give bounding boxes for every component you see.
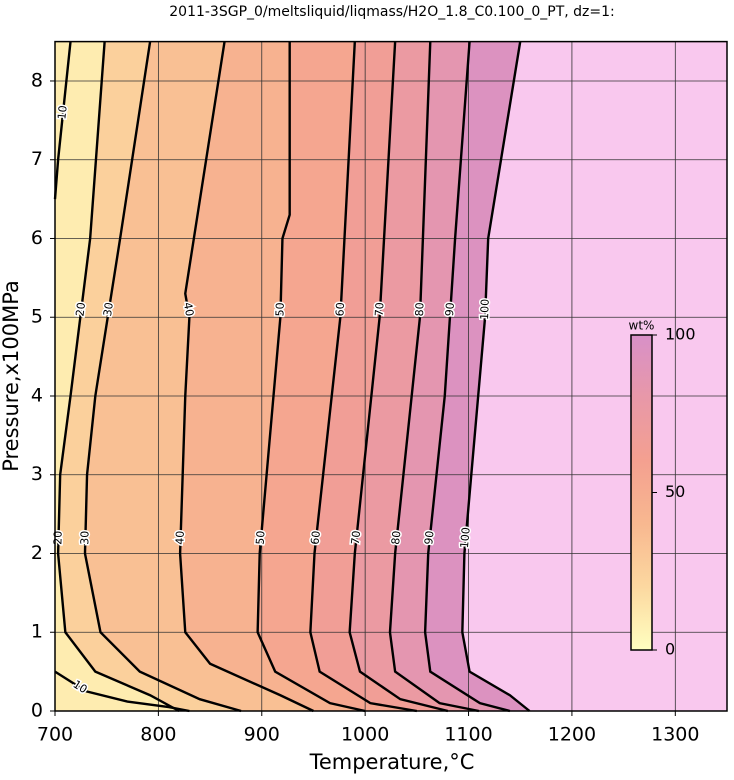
contour-label: 40: [173, 531, 186, 545]
colorbar: [630, 334, 653, 651]
contour-line: [256, 41, 366, 713]
contour-label: 50: [273, 302, 286, 316]
y-tick-label: 2: [31, 542, 43, 564]
level-band: [55, 41, 180, 712]
contour-label: 30: [78, 531, 91, 545]
y-axis-label: Pressure,x100MPa: [0, 280, 23, 472]
contour-line: [388, 41, 480, 713]
contour-label: 60: [308, 530, 322, 545]
contour-label: 80: [413, 302, 427, 316]
x-tick-label: 900: [244, 724, 280, 746]
x-axis-label: Temperature,°C: [309, 750, 475, 774]
plot-frame: [54, 40, 728, 712]
contour-line: [423, 41, 511, 713]
y-tick-label: 1: [31, 621, 43, 643]
contour-label: 60: [333, 302, 347, 317]
contour-line: [83, 41, 242, 713]
x-tick-label: 1100: [444, 724, 492, 746]
contour-line: [309, 41, 418, 713]
contour-label: 20: [51, 531, 64, 545]
colorbar-tick-label: 0: [665, 640, 675, 659]
chart-title: 2011-3SGP_0/meltsliquid/liqmass/H2O_1.8_…: [169, 4, 615, 20]
contour-label: 10: [55, 105, 69, 120]
y-tick-label: 5: [31, 306, 43, 328]
contour-label: 90: [422, 530, 436, 545]
colorbar-label: wt%: [629, 319, 655, 333]
y-tick-label: 8: [31, 69, 43, 91]
y-tick-label: 0: [31, 700, 43, 722]
colorbar-tick-label: 50: [665, 482, 685, 501]
contour-line: [56, 41, 180, 713]
contour-label: 90: [443, 302, 457, 317]
x-tick-label: 700: [37, 724, 73, 746]
y-tick-label: 3: [31, 463, 43, 485]
contour-label: 70: [373, 302, 387, 317]
contour-label: 20: [73, 302, 88, 318]
y-tick-label: 7: [31, 148, 43, 170]
contour-label: 100: [458, 527, 473, 549]
x-tick-label: 1200: [548, 724, 596, 746]
level-band: [55, 41, 242, 712]
contour-line: [348, 41, 449, 713]
contour-label: 70: [349, 530, 363, 545]
contour-label: 50: [253, 530, 267, 545]
x-tick-label: 1000: [341, 724, 389, 746]
y-tick-label: 6: [31, 227, 43, 249]
contour-label: 30: [101, 301, 116, 317]
contour-label: 100: [478, 299, 492, 320]
contour-label: 80: [389, 530, 403, 545]
contour-line: [461, 41, 531, 712]
x-tick-label: 1300: [651, 724, 699, 746]
contour-label: 40: [181, 301, 196, 317]
colorbar-tick-label: 100: [665, 325, 696, 344]
y-tick-label: 4: [31, 384, 43, 406]
contour-line: [178, 41, 314, 713]
x-tick-label: 800: [140, 724, 176, 746]
